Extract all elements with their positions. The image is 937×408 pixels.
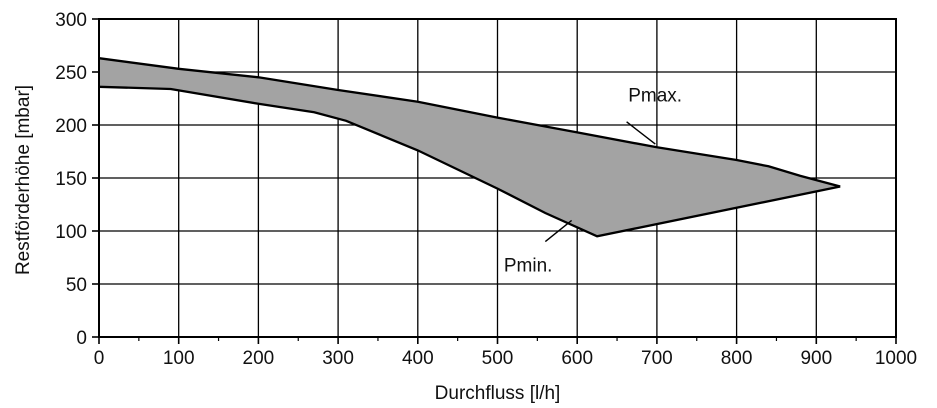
y-tick-label: 50 (66, 275, 87, 296)
y-tick-label: 150 (55, 169, 87, 190)
annotation-label-pmin: Pmin. (504, 255, 553, 276)
x-tick-label: 800 (721, 348, 753, 369)
annotation-leader-pmin (544, 219, 573, 243)
y-tick-label: 0 (76, 328, 87, 349)
annotations: Pmax. Pmin. (504, 86, 682, 277)
y-tick-label: 250 (55, 63, 87, 84)
x-tick-label: 100 (163, 348, 195, 369)
x-tick-label: 200 (243, 348, 275, 369)
x-axis-ticks: 0 100 200 300 400 500 600 700 800 900 1000 (94, 337, 917, 369)
operating-range-band (99, 58, 841, 237)
x-tick-label: 300 (322, 348, 354, 369)
x-tick-label: 600 (561, 348, 593, 369)
annotation-label-pmax: Pmax. (628, 86, 682, 107)
y-tick-label: 100 (55, 222, 87, 243)
annotation-leader-pmax (626, 121, 656, 145)
x-tick-label: 900 (800, 348, 832, 369)
series-line-pmin (98, 85, 841, 238)
y-axis-ticks: 0 50 100 150 200 250 300 (55, 10, 99, 349)
x-tick-label: 0 (94, 348, 105, 369)
y-tick-label: 300 (55, 10, 87, 31)
x-tick-label: 1000 (875, 348, 917, 369)
x-tick-label: 700 (641, 348, 673, 369)
series-line-pmax (98, 57, 841, 188)
x-tick-label: 500 (482, 348, 514, 369)
y-tick-label: 200 (55, 116, 87, 137)
x-axis-label: Durchfluss [l/h] (435, 383, 561, 404)
x-tick-label: 400 (402, 348, 434, 369)
y-axis-label: Restförderhöhe [mbar] (13, 85, 34, 275)
